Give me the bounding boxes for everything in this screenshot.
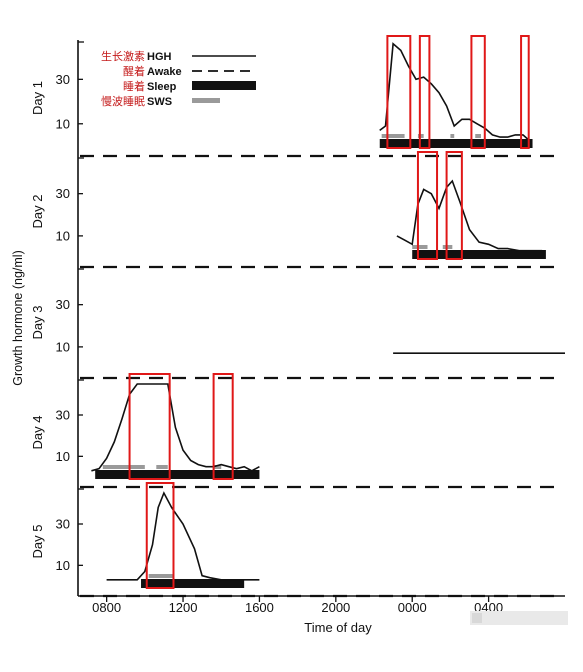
day-label: Day 3	[30, 306, 45, 340]
day-label: Day 5	[30, 525, 45, 559]
y-tick-label: 30	[56, 297, 70, 312]
legend-item: 慢波睡眠 SWS	[101, 95, 220, 108]
sws-bar	[475, 134, 481, 138]
highlight-box	[416, 151, 439, 260]
y-tick-label: 30	[56, 186, 70, 201]
x-tick-label: 0800	[92, 600, 121, 615]
highlight-box	[212, 373, 234, 480]
hgh-curve	[106, 491, 260, 581]
legend-label-cn: 醒着	[123, 64, 145, 78]
day-label: Day 2	[30, 195, 45, 229]
hgh-curve	[91, 383, 260, 472]
x-tick-label: 1600	[245, 600, 274, 615]
y-tick-label: 30	[56, 408, 70, 423]
sws-bar	[450, 134, 455, 138]
day-label: Day 1	[30, 81, 45, 115]
x-tick-label: 1200	[169, 600, 198, 615]
y-tick-label: 10	[56, 558, 70, 573]
watermark	[470, 611, 568, 625]
sws-bar	[213, 465, 222, 469]
panel-day-5: 10 30 Day 5	[30, 482, 563, 598]
highlight-box	[145, 482, 175, 589]
legend-swatch	[192, 98, 220, 103]
legend-item: 醒着 Awake	[123, 64, 256, 78]
y-tick-label: 10	[56, 339, 70, 354]
legend-item: 生长激素 HGH	[101, 49, 256, 63]
sleep-bar	[95, 470, 260, 479]
sleep-bar	[379, 139, 533, 148]
legend-label-en: Awake	[147, 66, 182, 78]
panel-day-4: 10 30 Day 4	[30, 373, 563, 489]
legend-label-cn: 慢波睡眠	[101, 95, 145, 108]
y-tick-label: 30	[56, 517, 70, 532]
x-axis-label: Time of day	[304, 620, 372, 635]
y-tick-label: 10	[56, 449, 70, 464]
sleep-bar	[412, 250, 546, 259]
day-label: Day 4	[30, 416, 45, 450]
y-tick-label: 10	[56, 116, 70, 131]
sws-bar	[381, 134, 405, 138]
x-tick-label: 0000	[398, 600, 427, 615]
y-axis-label: Growth hormone (ng/ml)	[11, 250, 25, 385]
legend-label-en: HGH	[147, 51, 172, 63]
panel-day-2: 10 30 Day 2	[30, 151, 563, 269]
panel-day-1: 10 30 Day 1	[30, 35, 563, 158]
highlight-box	[386, 35, 412, 149]
y-tick-label: 10	[56, 228, 70, 243]
sleep-bar	[141, 579, 245, 588]
legend-label-cn: 睡着	[123, 79, 145, 93]
legend-item: 睡着 Sleep	[123, 79, 256, 93]
sws-bar	[148, 574, 174, 578]
sws-bar	[412, 245, 428, 249]
x-axis: 0800 1200 1600 2000 0000 0400	[78, 595, 565, 615]
highlight-box	[520, 35, 530, 149]
highlight-box	[470, 35, 486, 149]
legend-swatch	[192, 81, 256, 90]
panel-day-3: 10 30 Day 3	[30, 268, 565, 380]
x-tick-label: 2000	[321, 600, 350, 615]
legend-label-en: Sleep	[147, 81, 177, 93]
legend-label-cn: 生长激素	[101, 49, 145, 63]
highlight-box	[128, 373, 171, 480]
sws-bar	[102, 465, 145, 469]
legend-label-en: SWS	[147, 96, 172, 108]
y-tick-label: 30	[56, 72, 70, 87]
hgh-curve	[379, 42, 532, 143]
highlight-box	[445, 151, 463, 260]
highlight-box	[418, 35, 431, 149]
sws-bar	[156, 465, 168, 469]
panels: 10 30 Day 1 10 30 Day 2 10 30 Day 3 10 30 Day 4 10 30…	[30, 35, 565, 598]
